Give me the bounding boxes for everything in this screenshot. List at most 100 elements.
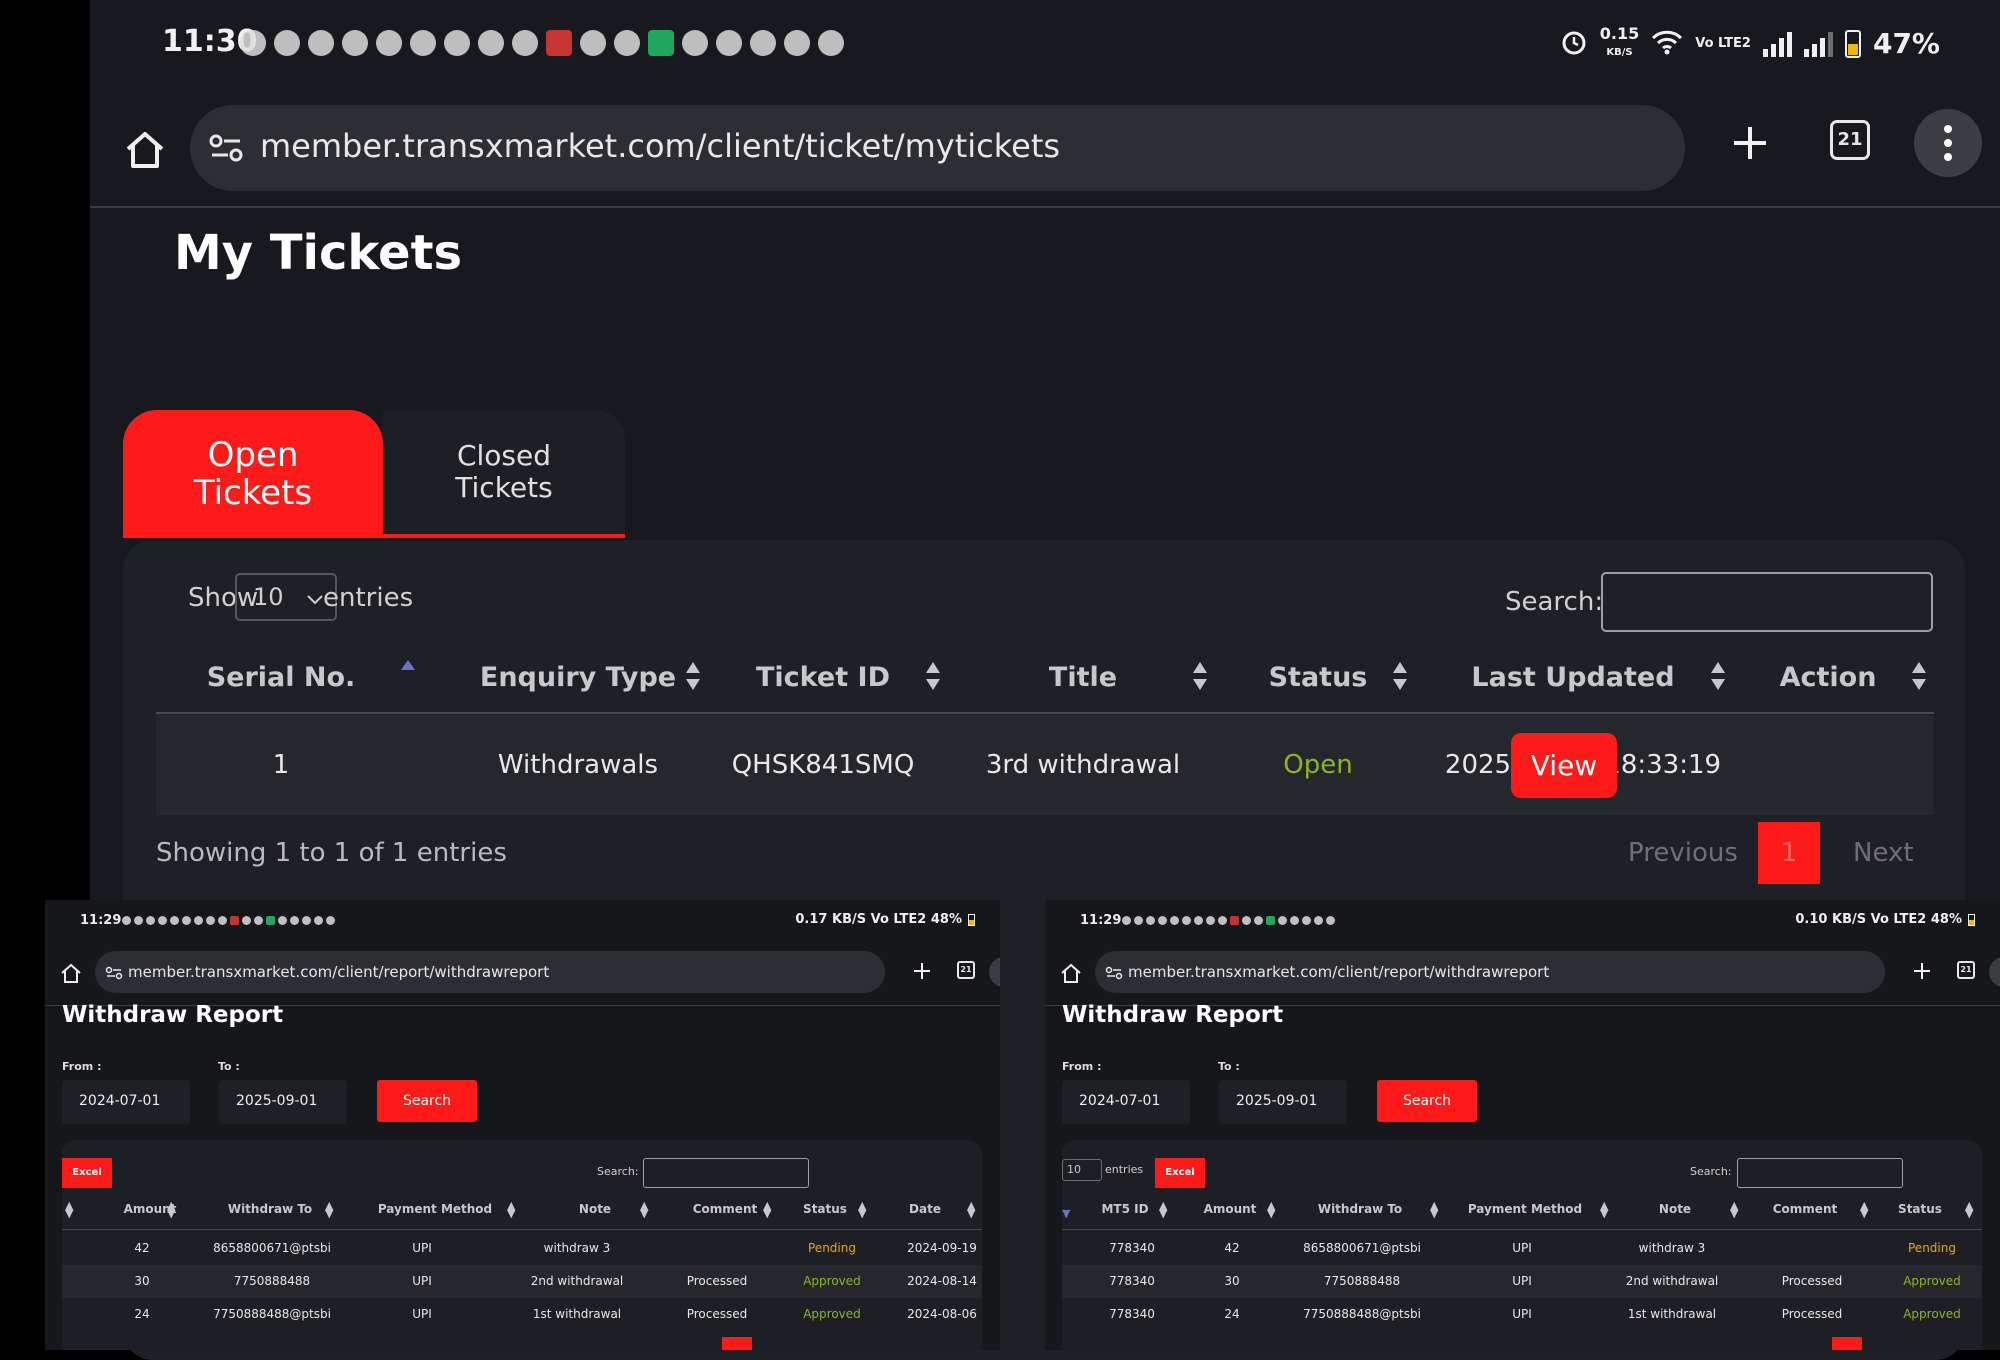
th-title[interactable]: Title: [1048, 661, 1118, 693]
sort-icon[interactable]: [683, 656, 703, 696]
home-icon[interactable]: [120, 125, 170, 175]
more-menu-icon[interactable]: [1989, 957, 2000, 987]
entries-select[interactable]: 10: [1062, 1159, 1102, 1181]
new-tab-icon[interactable]: [1910, 959, 1934, 987]
site-settings-icon[interactable]: [105, 965, 123, 984]
th-withdraw-to[interactable]: Withdraw To: [227, 1202, 313, 1216]
to-date-input[interactable]: 2025-09-01: [1219, 1080, 1347, 1124]
th-status[interactable]: Status: [1268, 661, 1368, 693]
th-amount[interactable]: Amount: [1203, 1202, 1257, 1216]
search-button[interactable]: Search: [1377, 1080, 1477, 1122]
search-input[interactable]: [1601, 572, 1933, 632]
sort-icon[interactable]: ▲ ▼: [1267, 1199, 1276, 1220]
sort-icon[interactable]: ▲ ▼: [858, 1199, 867, 1220]
tab-closed-tickets[interactable]: Closed Tickets: [383, 410, 625, 538]
sort-icon[interactable]: [1708, 656, 1728, 696]
sort-icon[interactable]: ▲ ▼: [507, 1199, 516, 1220]
th-withdraw-to[interactable]: Withdraw To: [1317, 1202, 1403, 1216]
sort-icon[interactable]: ▲ ▼: [640, 1199, 649, 1220]
tab-switcher-button[interactable]: 21: [1957, 961, 1975, 979]
sort-icon[interactable]: ▲ ▼: [1600, 1199, 1609, 1220]
home-icon[interactable]: [59, 962, 83, 988]
pagination-page-1[interactable]: [722, 1337, 752, 1350]
tab-underline: [123, 534, 625, 538]
entries-select[interactable]: 10: [235, 573, 337, 621]
search-button[interactable]: Search: [377, 1080, 477, 1122]
from-date-input[interactable]: 2024-07-01: [62, 1080, 190, 1124]
th-status[interactable]: Status: [803, 1202, 847, 1216]
sort-icon[interactable]: ▲ ▼: [167, 1199, 176, 1220]
address-bar[interactable]: member.transxmarket.com/client/report/wi…: [1095, 951, 1885, 993]
new-tab-icon[interactable]: [910, 959, 934, 987]
from-label: From :: [1062, 1060, 1102, 1073]
th-payment-method[interactable]: Payment Method: [377, 1202, 493, 1216]
net-speed: 0.15 KB/S: [1599, 24, 1640, 59]
th-status[interactable]: Status: [1898, 1202, 1942, 1216]
sort-icon[interactable]: ▲ ▼: [967, 1199, 976, 1220]
sort-icon[interactable]: [923, 656, 943, 696]
tab-switcher-button[interactable]: 21: [957, 961, 975, 979]
notification-icons: [122, 916, 335, 925]
search-label: Search:: [1505, 587, 1604, 617]
address-bar[interactable]: member.transxmarket.com/client/report/wi…: [95, 951, 885, 993]
tab-switcher-button[interactable]: 21: [1830, 120, 1870, 160]
cell-comment: Processed: [1781, 1274, 1843, 1288]
site-settings-icon[interactable]: [1105, 965, 1123, 984]
th-note[interactable]: Note: [1658, 1202, 1692, 1216]
pagination-page-1[interactable]: [1832, 1337, 1862, 1350]
cell-amount: 42: [1224, 1241, 1240, 1255]
sort-icon[interactable]: [1909, 656, 1929, 696]
address-bar[interactable]: member.transxmarket.com/client/ticket/my…: [190, 105, 1685, 191]
new-tab-icon[interactable]: [1720, 113, 1780, 173]
search-input[interactable]: [1737, 1158, 1903, 1188]
status-bar: 11:30 0.15 KB: [90, 0, 2000, 95]
pagination-page-1[interactable]: 1: [1758, 822, 1820, 884]
from-date-input[interactable]: 2024-07-01: [1062, 1080, 1190, 1124]
th-date[interactable]: Date: [909, 1202, 941, 1216]
search-input[interactable]: [643, 1158, 809, 1188]
notification-icons: [1122, 916, 1335, 925]
th-last-updated[interactable]: Last Updated: [1471, 661, 1675, 693]
view-button[interactable]: View: [1511, 733, 1617, 798]
sort-icon[interactable]: ▲ ▼: [325, 1199, 334, 1220]
home-icon[interactable]: [1059, 962, 1083, 988]
cell-method: UPI: [412, 1274, 432, 1288]
site-settings-icon[interactable]: [208, 133, 244, 167]
more-menu-icon[interactable]: [1914, 109, 1982, 177]
sort-icon[interactable]: ▲ ▼: [1159, 1199, 1168, 1220]
cell-withdraw-to: 7750888488@ptsbi: [1303, 1307, 1421, 1321]
sort-icon[interactable]: ▲ ▼: [763, 1199, 772, 1220]
sort-icon[interactable]: ▲ ▼: [65, 1199, 74, 1220]
fan-icon: [716, 30, 742, 56]
sort-icon[interactable]: ▲ ▼: [1965, 1199, 1974, 1220]
tab-open-tickets[interactable]: Open Tickets: [123, 410, 383, 538]
cell-withdraw-to: 7750888488: [1323, 1274, 1401, 1288]
status-time: 11:29: [80, 913, 122, 928]
th-action[interactable]: Action: [1779, 661, 1877, 693]
th-serial[interactable]: Serial No.: [206, 661, 356, 693]
chat-icon: [240, 30, 266, 56]
sort-icon[interactable]: [1390, 656, 1410, 696]
th-comment[interactable]: Comment: [1772, 1202, 1838, 1216]
th-enquiry[interactable]: Enquiry Type: [479, 661, 677, 693]
th-payment-method[interactable]: Payment Method: [1467, 1202, 1583, 1216]
pagination-previous[interactable]: Previous: [1628, 838, 1738, 868]
sort-asc-icon[interactable]: [398, 656, 418, 696]
excel-button[interactable]: Excel: [62, 1158, 112, 1188]
sort-icon[interactable]: ▲ ▼: [1730, 1199, 1739, 1220]
more-menu-icon[interactable]: [989, 957, 1000, 987]
sort-icon[interactable]: ▲ ▼: [1430, 1199, 1439, 1220]
th-ticket-id[interactable]: Ticket ID: [756, 661, 890, 693]
pagination-next[interactable]: Next: [1853, 838, 1914, 868]
sort-desc-icon[interactable]: ▼: [1062, 1207, 1071, 1220]
th-note[interactable]: Note: [578, 1202, 612, 1216]
status-bar: 11:29 0.10 KB/S Vo LTE2 48%: [1045, 900, 2000, 940]
sort-icon[interactable]: ▲ ▼: [1860, 1199, 1869, 1220]
to-date-input[interactable]: 2025-09-01: [219, 1080, 347, 1124]
th-mt5-id[interactable]: MT5 ID: [1101, 1202, 1149, 1216]
th-comment[interactable]: Comment: [692, 1202, 758, 1216]
excel-button[interactable]: Excel: [1155, 1158, 1205, 1188]
to-label: To :: [218, 1060, 240, 1073]
th-amount[interactable]: Amount: [123, 1202, 177, 1216]
sort-icon[interactable]: [1190, 656, 1210, 696]
